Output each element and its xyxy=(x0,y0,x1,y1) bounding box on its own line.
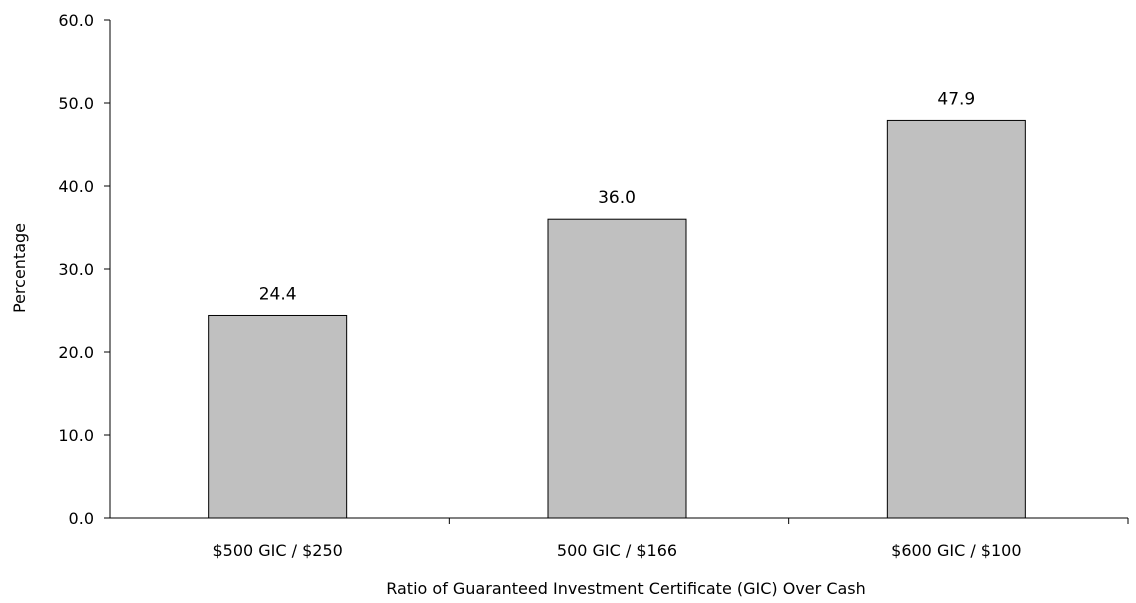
data-label: 24.4 xyxy=(259,284,297,304)
y-axis-title: Percentage xyxy=(10,223,29,313)
bars-group: 24.4 36.0 47.9 xyxy=(208,89,1026,519)
y-tick-label: 60.0 xyxy=(58,11,94,30)
x-axis: $500 GIC / $250 500 GIC / $166 $600 GIC / … xyxy=(110,517,1129,560)
y-tick-label: 10.0 xyxy=(58,426,94,445)
data-label: 36.0 xyxy=(598,188,636,208)
data-label: 47.9 xyxy=(937,89,975,109)
y-tick-label: 30.0 xyxy=(58,260,94,279)
y-tick-label: 0.0 xyxy=(69,509,94,528)
x-tick-label: $600 GIC / $100 xyxy=(891,541,1021,560)
x-axis-title: Ratio of Guaranteed Investment Certifica… xyxy=(386,579,866,598)
bar xyxy=(886,119,1026,519)
y-tick-label: 40.0 xyxy=(58,177,94,196)
y-tick-label: 50.0 xyxy=(58,94,94,113)
bar xyxy=(547,218,687,519)
y-axis: 0.0 10.0 20.0 30.0 40.0 50.0 60.0 xyxy=(58,11,111,528)
bar xyxy=(208,314,348,519)
y-tick-label: 20.0 xyxy=(58,343,94,362)
x-tick-label: $500 GIC / $250 xyxy=(212,541,342,560)
x-tick-label: 500 GIC / $166 xyxy=(557,541,677,560)
